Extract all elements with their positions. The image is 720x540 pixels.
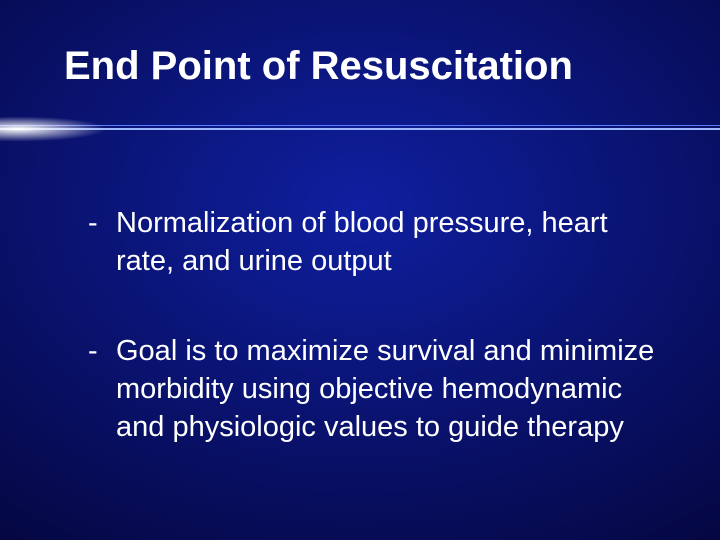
slide: End Point of Resuscitation - Normalizati… (0, 0, 720, 540)
bullet-dash: - (88, 332, 116, 370)
bullet-list: - Normalization of blood pressure, heart… (88, 204, 664, 446)
divider-thin (0, 125, 720, 126)
bullet-text: Normalization of blood pressure, heart r… (116, 204, 664, 280)
divider-thick (0, 128, 720, 130)
bullet-dash: - (88, 204, 116, 242)
slide-title: End Point of Resuscitation (64, 44, 680, 89)
list-item: - Normalization of blood pressure, heart… (88, 204, 664, 280)
list-item: - Goal is to maximize survival and minim… (88, 332, 664, 446)
bullet-text: Goal is to maximize survival and minimiz… (116, 332, 664, 446)
